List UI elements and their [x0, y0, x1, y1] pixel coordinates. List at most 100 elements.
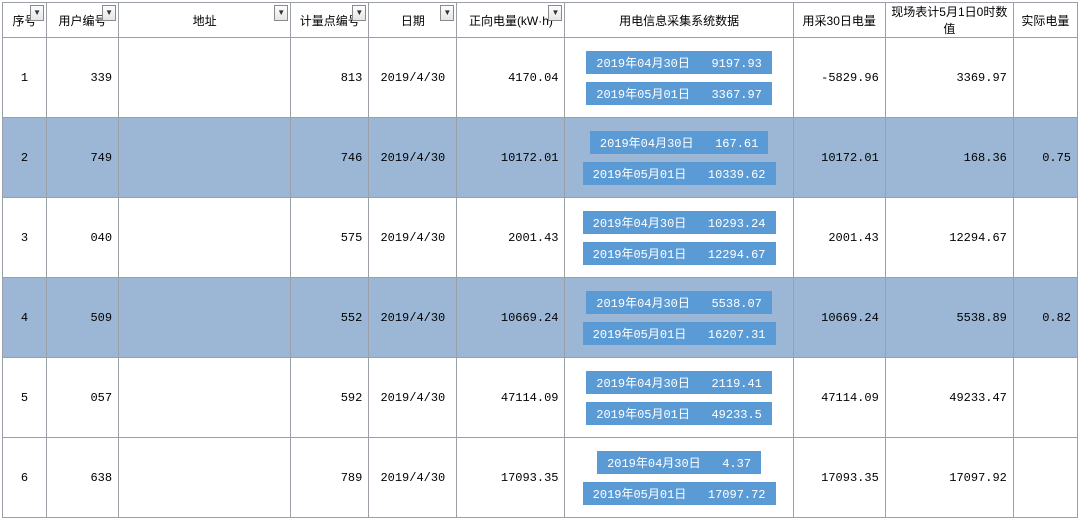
cell-field-may1[interactable]: 49233.47 — [885, 358, 1013, 438]
sysdata-chip: 2019年05月01日 49233.5 — [586, 402, 772, 425]
cell-sysdata[interactable]: 2019年04月30日 9197.93 2019年05月01日 3367.97 — [565, 38, 793, 118]
cell-date[interactable]: 2019/4/30 — [369, 358, 457, 438]
cell-field-may1[interactable]: 168.36 — [885, 118, 1013, 198]
table-body: 13398132019/4/304170.042019年04月30日 9197.… — [3, 38, 1078, 518]
cell-meter-point[interactable]: 813 — [291, 38, 369, 118]
filter-dropdown-icon[interactable]: ▼ — [30, 5, 44, 21]
cell-sysdata[interactable]: 2019年04月30日 4.372019年05月01日 17097.72 — [565, 438, 793, 518]
sysdata-chip: 2019年05月01日 16207.31 — [583, 322, 776, 345]
cell-meter-point[interactable]: 746 — [291, 118, 369, 198]
cell-address[interactable] — [119, 118, 291, 198]
sysdata-chip: 2019年04月30日 9197.93 — [586, 51, 772, 74]
table-row[interactable]: 30405752019/4/302001.432019年04月30日 10293… — [3, 198, 1078, 278]
cell-actual[interactable] — [1013, 38, 1077, 118]
col-label: 用电信息采集系统数据 — [619, 12, 739, 29]
cell-fwd-kwh[interactable]: 10172.01 — [457, 118, 565, 198]
sysdata-chip: 2019年04月30日 167.61 — [590, 131, 768, 154]
cell-meter-point[interactable]: 592 — [291, 358, 369, 438]
sysdata-chip: 2019年04月30日 2119.41 — [586, 371, 772, 394]
cell-date[interactable]: 2019/4/30 — [369, 278, 457, 358]
cell-user-id[interactable]: 339 — [47, 38, 119, 118]
cell-meter-point[interactable]: 789 — [291, 438, 369, 518]
cell-address[interactable] — [119, 198, 291, 278]
cell-user-id[interactable]: 509 — [47, 278, 119, 358]
col-header-fwd-kwh[interactable]: 正向电量(kW·h) ▼ — [457, 3, 565, 38]
cell-seq[interactable]: 5 — [3, 358, 47, 438]
cell-field-may1[interactable]: 17097.92 — [885, 438, 1013, 518]
filter-dropdown-icon[interactable]: ▼ — [440, 5, 454, 21]
cell-day30[interactable]: 47114.09 — [793, 358, 885, 438]
cell-field-may1[interactable]: 3369.97 — [885, 38, 1013, 118]
cell-day30[interactable]: 17093.35 — [793, 438, 885, 518]
col-header-meter-point[interactable]: 计量点编号 ▼ — [291, 3, 369, 38]
cell-actual[interactable]: 0.82 — [1013, 278, 1077, 358]
cell-user-id[interactable]: 057 — [47, 358, 119, 438]
table-row[interactable]: 13398132019/4/304170.042019年04月30日 9197.… — [3, 38, 1078, 118]
cell-date[interactable]: 2019/4/30 — [369, 38, 457, 118]
cell-day30[interactable]: 10172.01 — [793, 118, 885, 198]
cell-fwd-kwh[interactable]: 2001.43 — [457, 198, 565, 278]
cell-fwd-kwh[interactable]: 17093.35 — [457, 438, 565, 518]
col-label: 计量点编号 — [300, 12, 360, 29]
cell-sysdata[interactable]: 2019年04月30日 5538.07 2019年05月01日 16207.31 — [565, 278, 793, 358]
cell-meter-point[interactable]: 575 — [291, 198, 369, 278]
table-row[interactable]: 45095522019/4/3010669.242019年04月30日 5538… — [3, 278, 1078, 358]
cell-sysdata[interactable]: 2019年04月30日 10293.242019年05月01日 12294.67 — [565, 198, 793, 278]
col-header-date[interactable]: 日期 ▼ — [369, 3, 457, 38]
filter-dropdown-icon[interactable]: ▼ — [548, 5, 562, 21]
cell-sysdata[interactable]: 2019年04月30日 2119.41 2019年05月01日 49233.5 — [565, 358, 793, 438]
cell-date[interactable]: 2019/4/30 — [369, 438, 457, 518]
cell-user-id[interactable]: 040 — [47, 198, 119, 278]
cell-field-may1[interactable]: 12294.67 — [885, 198, 1013, 278]
cell-sysdata[interactable]: 2019年04月30日 167.612019年05月01日 10339.62 — [565, 118, 793, 198]
filter-dropdown-icon[interactable]: ▼ — [102, 5, 116, 21]
sysdata-chip: 2019年05月01日 3367.97 — [586, 82, 772, 105]
table-row[interactable]: 50575922019/4/3047114.092019年04月30日 2119… — [3, 358, 1078, 438]
table-row[interactable]: 27497462019/4/3010172.012019年04月30日 167.… — [3, 118, 1078, 198]
col-header-user-id[interactable]: 用户编号 ▼ — [47, 3, 119, 38]
col-label: 现场表计5月1日0时数值 — [886, 3, 1013, 37]
cell-seq[interactable]: 6 — [3, 438, 47, 518]
cell-actual[interactable] — [1013, 438, 1077, 518]
col-label: 用户编号 — [59, 12, 107, 29]
filter-dropdown-icon[interactable]: ▼ — [274, 5, 288, 21]
col-label: 用采30日电量 — [803, 12, 876, 29]
cell-fwd-kwh[interactable]: 10669.24 — [457, 278, 565, 358]
cell-date[interactable]: 2019/4/30 — [369, 198, 457, 278]
col-header-actual[interactable]: 实际电量 — [1013, 3, 1077, 38]
cell-date[interactable]: 2019/4/30 — [369, 118, 457, 198]
cell-fwd-kwh[interactable]: 47114.09 — [457, 358, 565, 438]
col-header-seq[interactable]: 序号 ▼ — [3, 3, 47, 38]
col-label: 正向电量(kW·h) — [469, 12, 553, 29]
filter-dropdown-icon[interactable]: ▼ — [352, 5, 366, 21]
cell-seq[interactable]: 3 — [3, 198, 47, 278]
sysdata-chip: 2019年04月30日 4.37 — [597, 451, 761, 474]
col-header-field-may1[interactable]: 现场表计5月1日0时数值 — [885, 3, 1013, 38]
table-row[interactable]: 66387892019/4/3017093.352019年04月30日 4.37… — [3, 438, 1078, 518]
sysdata-chip: 2019年04月30日 5538.07 — [586, 291, 772, 314]
cell-day30[interactable]: -5829.96 — [793, 38, 885, 118]
cell-user-id[interactable]: 638 — [47, 438, 119, 518]
cell-address[interactable] — [119, 358, 291, 438]
cell-user-id[interactable]: 749 — [47, 118, 119, 198]
cell-seq[interactable]: 4 — [3, 278, 47, 358]
cell-address[interactable] — [119, 438, 291, 518]
cell-actual[interactable] — [1013, 358, 1077, 438]
col-header-day30[interactable]: 用采30日电量 — [793, 3, 885, 38]
col-header-address[interactable]: 地址 ▼ — [119, 3, 291, 38]
cell-day30[interactable]: 2001.43 — [793, 198, 885, 278]
cell-address[interactable] — [119, 278, 291, 358]
cell-seq[interactable]: 1 — [3, 38, 47, 118]
data-table: 序号 ▼ 用户编号 ▼ 地址 ▼ 计量点编号 ▼ 日期 ▼ 正向电量(kW·h)… — [2, 2, 1078, 518]
col-label: 实际电量 — [1021, 12, 1069, 29]
cell-address[interactable] — [119, 38, 291, 118]
cell-meter-point[interactable]: 552 — [291, 278, 369, 358]
col-header-sysdata[interactable]: 用电信息采集系统数据 — [565, 3, 793, 38]
cell-day30[interactable]: 10669.24 — [793, 278, 885, 358]
cell-fwd-kwh[interactable]: 4170.04 — [457, 38, 565, 118]
cell-actual[interactable]: 0.75 — [1013, 118, 1077, 198]
col-label: 日期 — [401, 12, 425, 29]
cell-field-may1[interactable]: 5538.89 — [885, 278, 1013, 358]
cell-actual[interactable] — [1013, 198, 1077, 278]
cell-seq[interactable]: 2 — [3, 118, 47, 198]
